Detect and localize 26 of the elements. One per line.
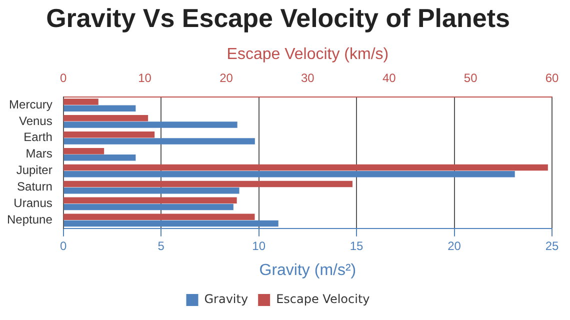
- x-tick-label: 20: [448, 238, 462, 253]
- y-tick-label: Jupiter: [16, 163, 52, 178]
- x-tick-label: 5: [158, 238, 165, 253]
- y-tick-label: Earth: [24, 130, 52, 144]
- x-tick-label: 15: [350, 238, 364, 253]
- x2-tick-label: 30: [301, 70, 315, 85]
- legend-label: Escape Velocity: [276, 292, 370, 306]
- legend-label: Gravity: [204, 292, 248, 306]
- y-tick-label: Mars: [26, 146, 52, 161]
- x2-tick-label: 10: [138, 70, 152, 85]
- x-tick-label: 10: [252, 238, 266, 253]
- y-tick-label: Uranus: [14, 196, 52, 210]
- chart-title: Gravity Vs Escape Velocity of Planets: [46, 2, 510, 33]
- x2-tick-label: 60: [545, 70, 559, 85]
- x-tick-label: 0: [60, 238, 68, 253]
- y-tick-label: Mercury: [9, 97, 52, 112]
- x2-tick-label: 20: [220, 70, 234, 85]
- x2-tick-label: 40: [382, 70, 396, 85]
- x-axis-title: Gravity (m/s²): [259, 262, 356, 279]
- x2-tick-label: 0: [60, 70, 68, 85]
- y-tick-label: Saturn: [17, 180, 52, 194]
- x-tick-label: 25: [545, 238, 559, 253]
- x2-tick-label: 50: [464, 70, 478, 85]
- x2-axis-title: Escape Velocity (km/s): [226, 46, 389, 64]
- y-tick-label: Neptune: [6, 212, 53, 226]
- y-tick-label: Venus: [18, 114, 52, 128]
